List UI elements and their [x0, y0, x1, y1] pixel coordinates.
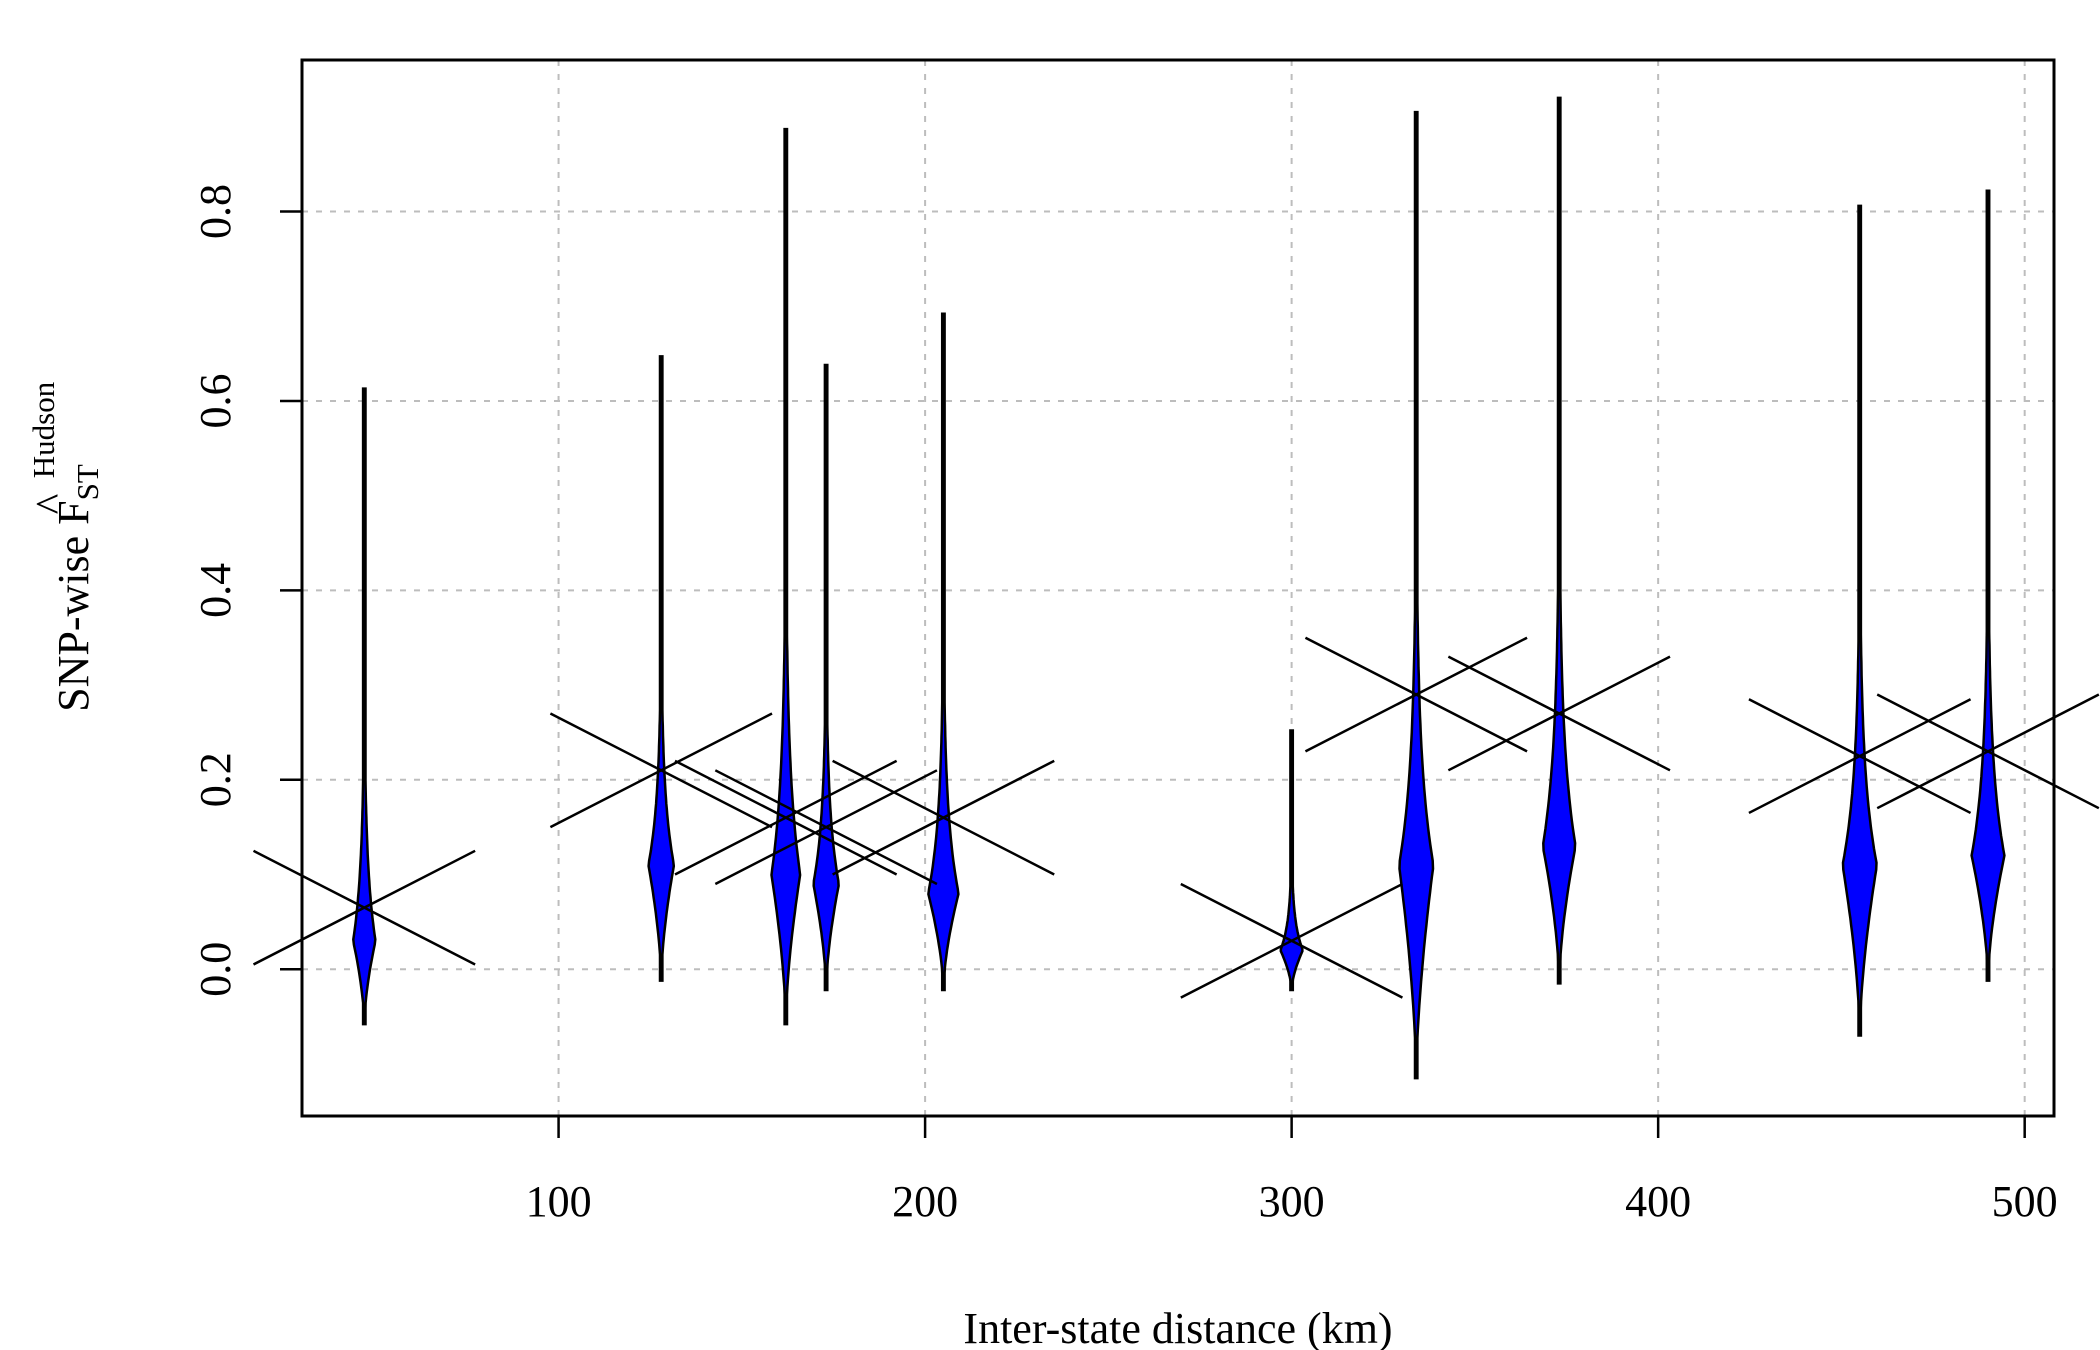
violin-body	[927, 312, 960, 992]
y-axis: 0.0 0.2 0.4 0.6 0.8	[191, 184, 302, 997]
y-tick-label: 0.0	[191, 942, 240, 997]
violin-body	[1542, 96, 1577, 985]
mean-cross-marker	[252, 849, 476, 966]
violin-body	[1279, 729, 1304, 992]
mean-cross-marker	[1447, 655, 1671, 772]
y-axis-label-superscript: Hudson	[26, 381, 61, 478]
y-axis-label-symbol: F	[49, 500, 98, 524]
mean-cross-marker	[674, 759, 898, 876]
x-tick-label: 100	[526, 1177, 592, 1226]
y-tick-label: 0.4	[191, 563, 240, 618]
y-axis-label: SNP-wise FST ^ Hudson	[26, 381, 105, 712]
x-tick-label: 200	[892, 1177, 958, 1226]
svg-text:SNP-wise FST: SNP-wise FST	[49, 464, 105, 712]
violin-body	[352, 387, 377, 1026]
x-axis-label: Inter-state distance (km)	[963, 1304, 1392, 1350]
mean-cross-marker	[1748, 698, 1972, 815]
violins	[352, 96, 2006, 1080]
y-tick-label: 0.6	[191, 373, 240, 428]
mean-cross-marker	[832, 759, 1055, 876]
plot-frame	[300, 58, 2056, 1118]
x-tick-label: 500	[1992, 1177, 2058, 1226]
y-tick-label: 0.2	[191, 752, 240, 807]
x-tick-label: 400	[1625, 1177, 1691, 1226]
violin-body	[1398, 110, 1435, 1080]
mean-cross-marker	[1304, 636, 1528, 753]
y-tick-label: 0.8	[191, 184, 240, 239]
mean-cross-marker	[1876, 693, 2100, 810]
mean-markers	[252, 636, 2100, 999]
violin-body	[812, 363, 840, 992]
x-axis: 100 200 300 400 500	[526, 1116, 2058, 1226]
y-axis-label-prefix: SNP-wise	[49, 525, 98, 712]
violin-body	[1841, 204, 1878, 1037]
mean-cross-marker	[1180, 882, 1404, 999]
mean-cross-marker	[714, 769, 938, 886]
violin-body	[1970, 189, 2006, 982]
y-axis-label-subscript: ST	[70, 464, 105, 500]
mean-cross-marker	[549, 712, 773, 829]
violin-body	[770, 127, 802, 1026]
violin-body	[647, 355, 676, 982]
y-axis-label-hat: ^	[27, 493, 76, 514]
grid-lines	[302, 60, 2054, 1116]
x-tick-label: 300	[1259, 1177, 1325, 1226]
